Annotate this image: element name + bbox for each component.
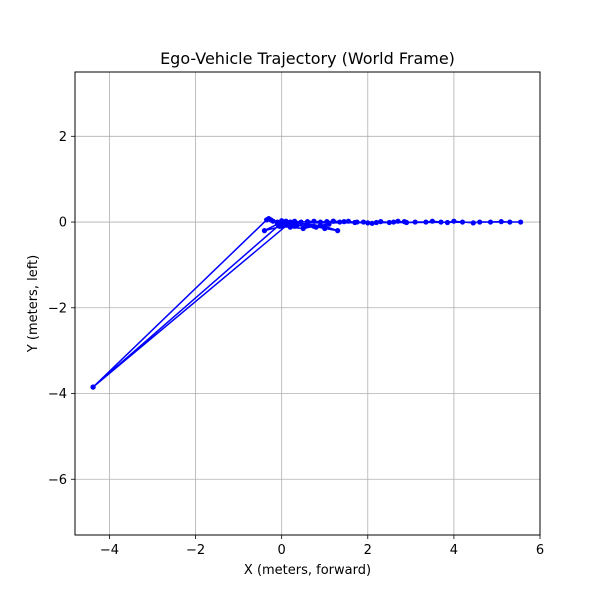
trajectory-point bbox=[412, 219, 418, 225]
x-tick-label: 4 bbox=[450, 543, 458, 558]
trajectory-point bbox=[261, 228, 268, 234]
trajectory-point bbox=[274, 221, 280, 227]
trajectory-point bbox=[507, 219, 513, 225]
y-tick-label: −2 bbox=[48, 301, 67, 316]
trajectory-point bbox=[270, 218, 276, 224]
trajectory-point bbox=[498, 219, 504, 225]
x-tick-label: 2 bbox=[364, 543, 372, 558]
trajectory-point bbox=[326, 221, 332, 227]
trajectory-point bbox=[313, 224, 319, 230]
trajectory-point bbox=[477, 219, 483, 225]
trajectory-point bbox=[438, 219, 444, 225]
trajectory-point bbox=[302, 223, 308, 229]
trajectory-point bbox=[391, 219, 397, 225]
chart-title: Ego-Vehicle Trajectory (World Frame) bbox=[160, 49, 455, 68]
trajectory-point bbox=[365, 220, 371, 226]
trajectory-point bbox=[451, 218, 457, 224]
trajectory-point bbox=[330, 218, 336, 224]
y-tick-label: 2 bbox=[59, 130, 67, 145]
trajectory-point bbox=[279, 220, 285, 226]
trajectory-point bbox=[298, 219, 304, 225]
trajectory-point bbox=[311, 218, 317, 224]
y-tick-label: −6 bbox=[48, 473, 67, 488]
trajectory-point bbox=[360, 219, 367, 225]
trajectory-point bbox=[459, 219, 466, 225]
trajectory-point bbox=[429, 218, 435, 224]
x-tick-label: −2 bbox=[186, 543, 205, 558]
trajectory-point bbox=[395, 218, 401, 224]
trajectory-point bbox=[423, 219, 429, 225]
trajectory-point bbox=[90, 384, 96, 390]
trajectory-point bbox=[322, 223, 328, 229]
x-tick-label: 6 bbox=[536, 543, 544, 558]
trajectory-point bbox=[345, 218, 352, 224]
trajectory-point bbox=[470, 220, 476, 226]
trajectory-point bbox=[337, 219, 343, 225]
trajectory-point bbox=[289, 222, 296, 228]
trajectory-point bbox=[386, 219, 392, 226]
tick-layer: −4 −2 0 2 4 6 2 0 −2 −4 −6 bbox=[48, 130, 544, 558]
trajectory-point bbox=[335, 228, 341, 234]
x-tick-label: −4 bbox=[100, 543, 119, 558]
trajectory-point bbox=[317, 222, 324, 229]
y-axis-label: Y (meters, left) bbox=[26, 255, 41, 353]
trajectory-point bbox=[369, 220, 375, 226]
trajectory-point bbox=[518, 219, 524, 225]
trajectory-point bbox=[378, 219, 384, 225]
trajectory-point bbox=[373, 219, 379, 226]
trajectory-point bbox=[285, 221, 291, 227]
trajectory-point bbox=[354, 219, 360, 225]
trajectory-point bbox=[401, 219, 407, 225]
trajectory-point bbox=[444, 219, 451, 226]
y-tick-label: 0 bbox=[59, 216, 67, 231]
x-axis-label: X (meters, forward) bbox=[244, 563, 371, 578]
trajectory-point bbox=[487, 219, 494, 225]
x-tick-label: 0 bbox=[278, 543, 286, 558]
y-tick-label: −4 bbox=[48, 387, 67, 402]
series-layer bbox=[90, 216, 524, 390]
trajectory-point bbox=[294, 222, 300, 229]
trajectory-point bbox=[341, 219, 347, 225]
plot-frame bbox=[74, 71, 541, 536]
